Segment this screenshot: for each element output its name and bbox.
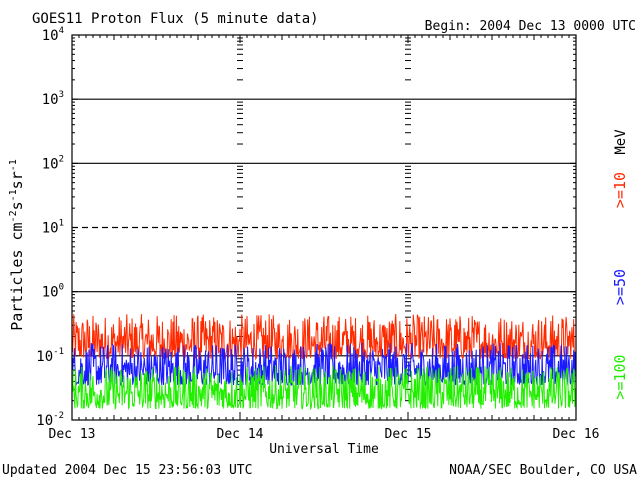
y-tick-exponent: 0 [59, 283, 64, 293]
plot-frame [71, 34, 577, 421]
y-axis-label-sr: sr [8, 171, 26, 189]
legend-unit-mev: MeV [613, 129, 629, 155]
series-line-ge10 [71, 314, 577, 361]
legend-ge50: >=50 [611, 269, 629, 305]
y-tick-label: 101 [42, 219, 64, 237]
y-tick-base: 10 [42, 92, 59, 108]
begin-date: Begin: 2004 Dec 13 0000 UTC [425, 19, 636, 34]
y-tick-label: 100 [42, 283, 64, 301]
y-tick-exponent: -1 [53, 347, 64, 357]
y-tick-base: 10 [36, 413, 53, 429]
y-tick-label: 103 [42, 90, 64, 108]
x-axis-label: Universal Time [269, 442, 379, 457]
x-tick-label: Dec 16 [553, 427, 600, 442]
x-tick-label: Dec 15 [385, 427, 432, 442]
y-tick-base: 10 [42, 221, 59, 237]
y-axis-label-exp2: -1 [8, 189, 19, 201]
legend-ge10: >=10 [611, 172, 629, 208]
y-tick-exponent: 4 [59, 26, 64, 36]
legend-ge100: >=100 [611, 354, 629, 399]
y-tick-label: 102 [42, 154, 64, 172]
x-tick-label: Dec 14 [217, 427, 264, 442]
y-tick-exponent: -2 [53, 411, 64, 421]
chart-title: GOES11 Proton Flux (5 minute data) [32, 11, 319, 27]
y-axis-label-exp1: -2 [8, 210, 19, 222]
y-tick-label: 104 [42, 26, 64, 44]
y-axis-label-base: Particles cm [8, 222, 26, 330]
y-tick-base: 10 [42, 285, 59, 301]
y-axis-label-s: s [8, 201, 26, 210]
credit-line: NOAA/SEC Boulder, CO USA [449, 463, 637, 478]
y-tick-base: 10 [36, 349, 53, 365]
x-tick-label: Dec 13 [49, 427, 96, 442]
updated-timestamp: Updated 2004 Dec 15 23:56:03 UTC [2, 463, 252, 478]
y-axis-label: Particles cm-2s-1sr-1 [8, 159, 26, 331]
y-tick-exponent: 2 [59, 154, 64, 164]
y-axis-label-exp3: -1 [8, 159, 19, 171]
y-tick-label: 10-1 [36, 347, 64, 365]
y-tick-exponent: 1 [59, 219, 64, 229]
y-tick-base: 10 [42, 156, 59, 172]
y-tick-base: 10 [42, 28, 59, 44]
y-tick-exponent: 3 [59, 90, 64, 100]
series-line-ge100 [71, 365, 577, 411]
y-tick-label: 10-2 [36, 411, 64, 429]
